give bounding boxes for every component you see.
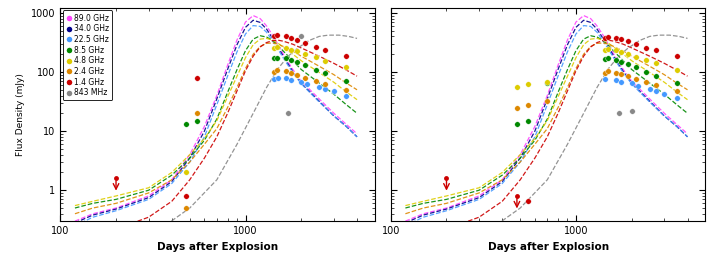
Legend: 89.0 GHz, 34.0 GHz, 22.5 GHz, 8.5 GHz, 4.8 GHz, 2.4 GHz, 1.4 GHz, 843 MHz: 89.0 GHz, 34.0 GHz, 22.5 GHz, 8.5 GHz, 4… (62, 10, 112, 100)
X-axis label: Days after Explosion: Days after Explosion (157, 242, 278, 251)
X-axis label: Days after Explosion: Days after Explosion (488, 242, 608, 251)
Y-axis label: Flux Density (mJy): Flux Density (mJy) (16, 73, 26, 156)
